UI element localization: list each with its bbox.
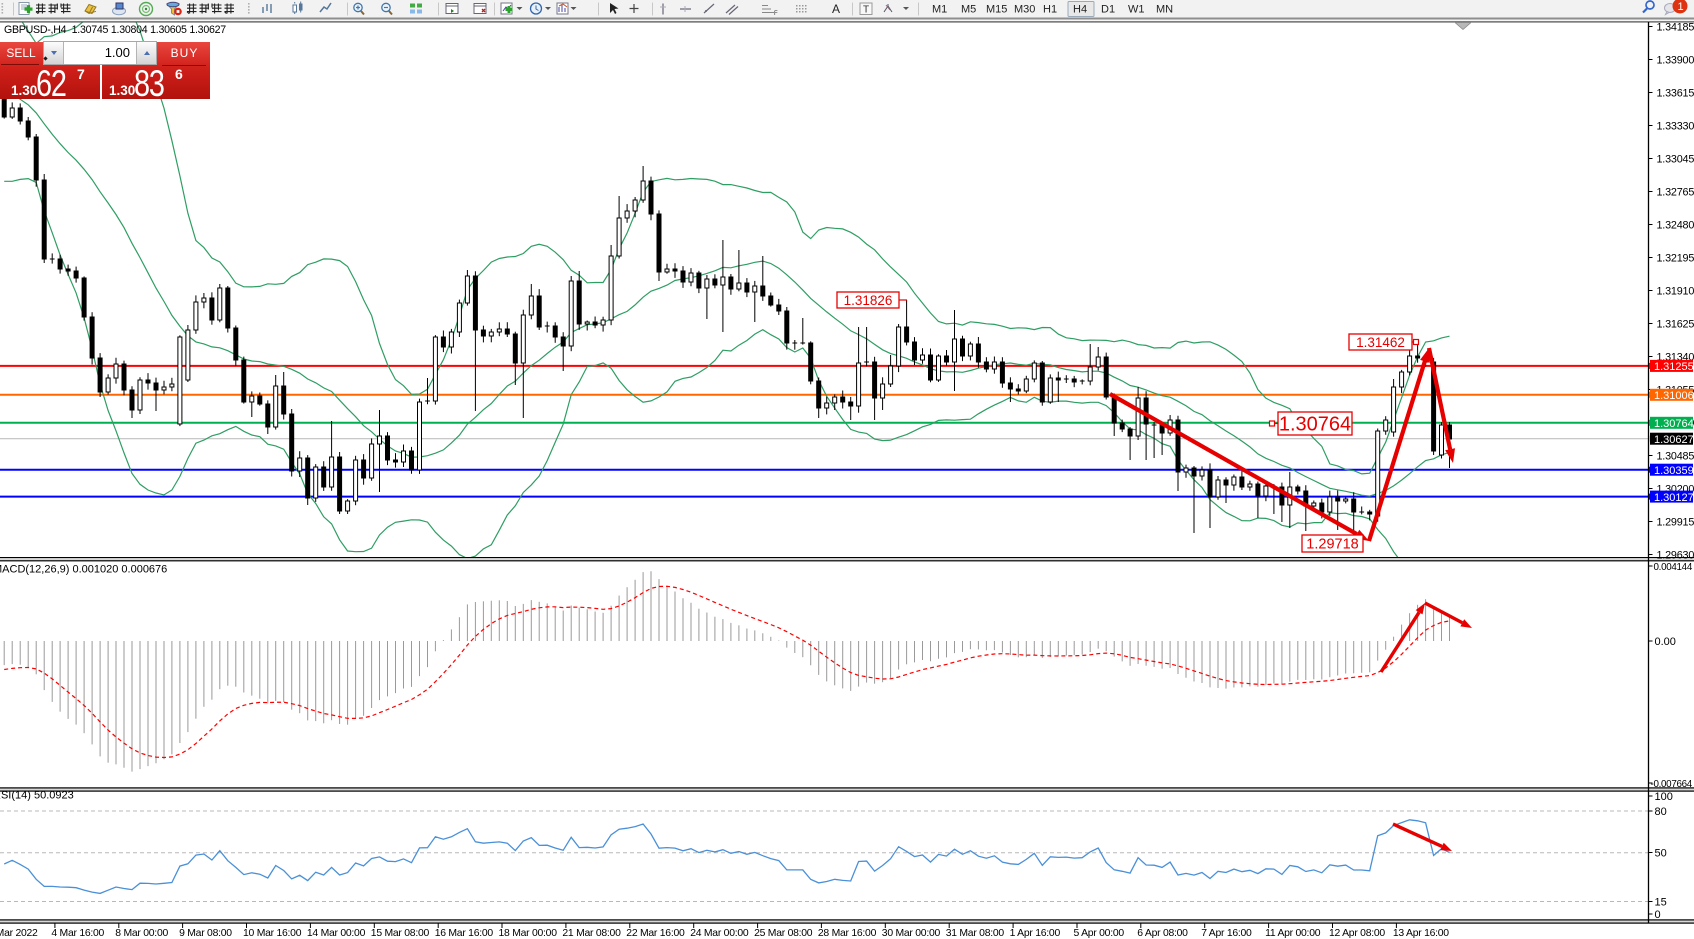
svg-text:15: 15 xyxy=(1655,897,1667,909)
svg-text:1.31462: 1.31462 xyxy=(1356,335,1405,350)
svg-text:GBPUSD-,H4 1.30745 1.30804 1.: GBPUSD-,H4 1.30745 1.30804 1.30605 1.306… xyxy=(4,24,226,36)
svg-text:1.30764: 1.30764 xyxy=(1279,414,1351,436)
svg-text:12 Apr 08:00: 12 Apr 08:00 xyxy=(1329,928,1385,939)
svg-text:31 Mar 08:00: 31 Mar 08:00 xyxy=(946,928,1005,939)
svg-text:1.32195: 1.32195 xyxy=(1657,253,1694,265)
svg-text:1.29630: 1.29630 xyxy=(1657,550,1694,562)
svg-text:3 Mar 2022: 3 Mar 2022 xyxy=(0,928,38,939)
svg-text:30 Mar 00:00: 30 Mar 00:00 xyxy=(882,928,941,939)
svg-text:1.29718: 1.29718 xyxy=(1306,537,1358,553)
svg-text:0.00: 0.00 xyxy=(1655,636,1676,648)
svg-text:21 Mar 08:00: 21 Mar 08:00 xyxy=(562,928,621,939)
svg-text:1: 1 xyxy=(1678,1,1684,13)
svg-text:F: F xyxy=(774,11,778,17)
svg-text:1.31625: 1.31625 xyxy=(1657,319,1694,331)
svg-text:H1: H1 xyxy=(1043,4,1057,16)
svg-text:14 Mar 00:00: 14 Mar 00:00 xyxy=(307,928,366,939)
svg-text:M30: M30 xyxy=(1014,4,1035,16)
svg-text:MACD(12,26,9) 0.001020 0.00067: MACD(12,26,9) 0.001020 0.000676 xyxy=(0,564,167,576)
svg-text:0.004144: 0.004144 xyxy=(1654,562,1693,573)
svg-text:M1: M1 xyxy=(932,4,947,16)
svg-text:D1: D1 xyxy=(1101,4,1115,16)
svg-text:-0.007664: -0.007664 xyxy=(1651,779,1693,790)
svg-text:1.33330: 1.33330 xyxy=(1657,121,1694,133)
svg-text:W1: W1 xyxy=(1128,4,1145,16)
svg-text:8 Mar 00:00: 8 Mar 00:00 xyxy=(115,928,168,939)
svg-text:25 Mar 08:00: 25 Mar 08:00 xyxy=(754,928,813,939)
svg-text:M5: M5 xyxy=(961,4,976,16)
svg-text:28 Mar 16:00: 28 Mar 16:00 xyxy=(818,928,877,939)
svg-text:1.31826: 1.31826 xyxy=(844,293,893,308)
svg-text:80: 80 xyxy=(1655,806,1667,818)
svg-text:1.33900: 1.33900 xyxy=(1657,55,1694,67)
svg-text:13 Apr 16:00: 13 Apr 16:00 xyxy=(1393,928,1449,939)
svg-text:22 Mar 16:00: 22 Mar 16:00 xyxy=(626,928,685,939)
svg-text:10 Mar 16:00: 10 Mar 16:00 xyxy=(243,928,302,939)
svg-text:11 Apr 00:00: 11 Apr 00:00 xyxy=(1265,928,1321,939)
svg-text:1.29915: 1.29915 xyxy=(1657,517,1694,529)
svg-text:1.33045: 1.33045 xyxy=(1657,154,1694,166)
svg-text:1.30764: 1.30764 xyxy=(1654,418,1694,430)
svg-text:6 Apr 08:00: 6 Apr 08:00 xyxy=(1137,928,1188,939)
svg-text:RSI(14) 50.0923: RSI(14) 50.0923 xyxy=(0,790,74,802)
svg-text:MN: MN xyxy=(1156,4,1173,16)
svg-text:M15: M15 xyxy=(986,4,1007,16)
svg-text:4 Mar 16:00: 4 Mar 16:00 xyxy=(51,928,104,939)
svg-text:9 Mar 08:00: 9 Mar 08:00 xyxy=(179,928,232,939)
svg-text:1.30485: 1.30485 xyxy=(1657,451,1694,463)
svg-text:18 Mar 00:00: 18 Mar 00:00 xyxy=(499,928,558,939)
svg-text:1.30127: 1.30127 xyxy=(1654,492,1694,504)
svg-text:T: T xyxy=(863,5,869,16)
svg-text:A: A xyxy=(832,2,840,16)
svg-text:1.31255: 1.31255 xyxy=(1654,361,1694,373)
svg-text:16 Mar 16:00: 16 Mar 16:00 xyxy=(435,928,494,939)
svg-text:1.30359: 1.30359 xyxy=(1654,465,1694,477)
svg-text:H4: H4 xyxy=(1073,4,1087,16)
svg-text:1.34185: 1.34185 xyxy=(1657,22,1694,34)
svg-text:5 Apr 00:00: 5 Apr 00:00 xyxy=(1074,928,1125,939)
svg-text:1.30627: 1.30627 xyxy=(1654,434,1694,446)
svg-text:1.31910: 1.31910 xyxy=(1657,286,1694,298)
svg-text:24 Mar 00:00: 24 Mar 00:00 xyxy=(690,928,749,939)
svg-text:1 Apr 16:00: 1 Apr 16:00 xyxy=(1010,928,1061,939)
svg-text:1.31006: 1.31006 xyxy=(1654,390,1694,402)
svg-text:1.33615: 1.33615 xyxy=(1657,88,1694,100)
svg-text:0: 0 xyxy=(1655,909,1661,921)
svg-text:1.32480: 1.32480 xyxy=(1657,220,1694,232)
svg-text:100: 100 xyxy=(1655,791,1673,803)
svg-text:7 Apr 16:00: 7 Apr 16:00 xyxy=(1201,928,1252,939)
svg-text:15 Mar 08:00: 15 Mar 08:00 xyxy=(371,928,430,939)
svg-text:50: 50 xyxy=(1655,848,1667,860)
svg-text:1.32765: 1.32765 xyxy=(1657,187,1694,199)
